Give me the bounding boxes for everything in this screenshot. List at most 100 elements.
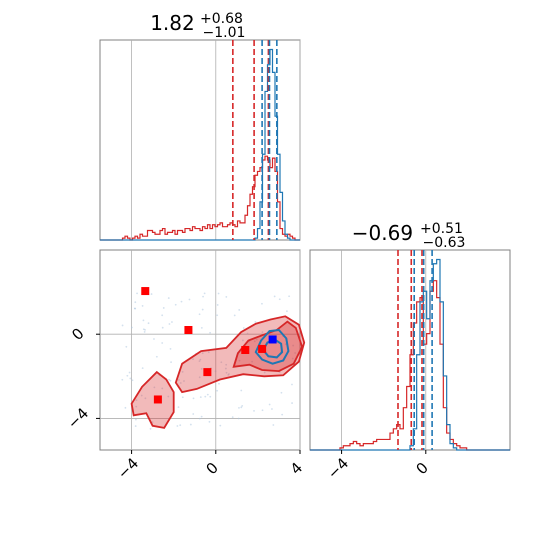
hist1-series-b-step [100, 48, 300, 241]
sample-dot [176, 425, 179, 427]
sample-dot [281, 413, 284, 416]
x-tick-label: −4 [324, 454, 352, 482]
sample-dot [280, 391, 283, 394]
sample-dot [240, 406, 243, 409]
sample-dot [200, 415, 203, 418]
sample-dot [121, 324, 124, 327]
sample-dot [131, 379, 134, 382]
sample-dot [126, 374, 129, 377]
sample-dot [179, 382, 182, 384]
sample-dot [128, 371, 131, 374]
sample-dot [204, 395, 207, 398]
hist2-series-b-step [310, 258, 510, 451]
contour-series-b [261, 338, 284, 359]
sample-dot [181, 370, 184, 373]
sample-dot [169, 379, 172, 382]
sample-dot [169, 347, 172, 350]
sample-dot [231, 416, 234, 419]
sample-dot [216, 304, 219, 306]
sample-dot [135, 405, 138, 408]
sample-dot [286, 310, 288, 313]
sample-dot [199, 358, 202, 361]
sample-dot [198, 313, 201, 316]
sample-dot [255, 338, 258, 341]
sample-dot [181, 396, 184, 399]
sample-dot [133, 307, 136, 310]
sample-dot [220, 361, 223, 364]
contour-series-a [130, 370, 175, 429]
marker-square-red [153, 395, 162, 404]
sample-dot [238, 309, 241, 311]
sample-dot [233, 314, 236, 317]
sample-dot [216, 389, 219, 392]
sample-dot [251, 360, 254, 363]
hist2-series-a-step [310, 280, 510, 451]
sample-dot [147, 322, 150, 325]
sample-dot [170, 361, 172, 364]
scatter-series-a-contours [130, 315, 306, 429]
sample-dot [200, 326, 203, 329]
sample-dot [178, 379, 180, 381]
sample-dot [225, 296, 228, 298]
sample-dot [218, 382, 220, 385]
sample-dot [161, 314, 164, 317]
sample-dot [167, 395, 170, 398]
sample-dot [162, 307, 165, 309]
sample-dot [272, 424, 275, 426]
hist2-grid [341, 250, 427, 450]
hist2-panel: −0.69 +0.51 −0.63 −4 0 [309, 218, 511, 483]
sample-dot [209, 331, 212, 334]
hist1-quantile-lines [232, 40, 278, 240]
sample-dot [188, 298, 191, 301]
hist2-title-median: −0.69 [352, 221, 413, 245]
sample-dot [168, 323, 171, 325]
scatter-series-b-contours [254, 328, 290, 365]
hist1-panel: 1.82 +0.68 −1.01 [99, 11, 301, 241]
sample-dot [291, 383, 293, 386]
sample-dot [292, 344, 295, 347]
sample-dot [242, 339, 244, 342]
sample-dot [135, 399, 138, 402]
sample-dot [192, 413, 195, 415]
marker-square-red [258, 344, 267, 353]
sample-dot [168, 378, 170, 381]
hist1-title-upper: +0.68 [200, 11, 243, 27]
sample-dot [201, 352, 204, 355]
sample-dot [134, 418, 137, 421]
hist1-grid [131, 40, 301, 240]
sample-dot [134, 425, 137, 427]
sample-dot [192, 358, 194, 361]
sample-dot [225, 371, 228, 374]
marker-square-red [203, 368, 212, 377]
sample-dot [130, 326, 133, 329]
sample-dot [294, 352, 297, 354]
sample-dot [217, 292, 220, 295]
sample-dot [183, 380, 185, 382]
sample-dot [174, 303, 177, 306]
sample-dot [143, 331, 146, 333]
sample-dot [291, 357, 294, 360]
sample-dot [261, 409, 264, 412]
x-tick-label: 0 [203, 459, 222, 478]
sample-dot [253, 340, 256, 343]
sample-dot [167, 297, 170, 299]
hist2-x-ticks: −4 0 [324, 450, 432, 483]
sample-dot [161, 387, 164, 390]
sample-dot [203, 292, 206, 295]
hist1-title-median: 1.82 [150, 11, 195, 35]
scatter-panel: −4 0 4 0 −4 [64, 249, 306, 483]
sample-dot [141, 305, 144, 307]
sample-dot [238, 359, 241, 362]
x-tick-label: −4 [114, 454, 142, 482]
sample-dot [140, 394, 143, 397]
sample-dot [263, 371, 266, 374]
sample-dot [201, 308, 204, 311]
hist2-quantile-lines [397, 250, 433, 450]
hist2-title: −0.69 +0.51 −0.63 [352, 218, 468, 251]
sample-dot [242, 327, 245, 329]
sample-dot [254, 320, 257, 323]
sample-dot [273, 295, 276, 298]
sample-dot [271, 408, 273, 410]
marker-square-red [141, 287, 150, 296]
sample-dot [192, 397, 195, 400]
